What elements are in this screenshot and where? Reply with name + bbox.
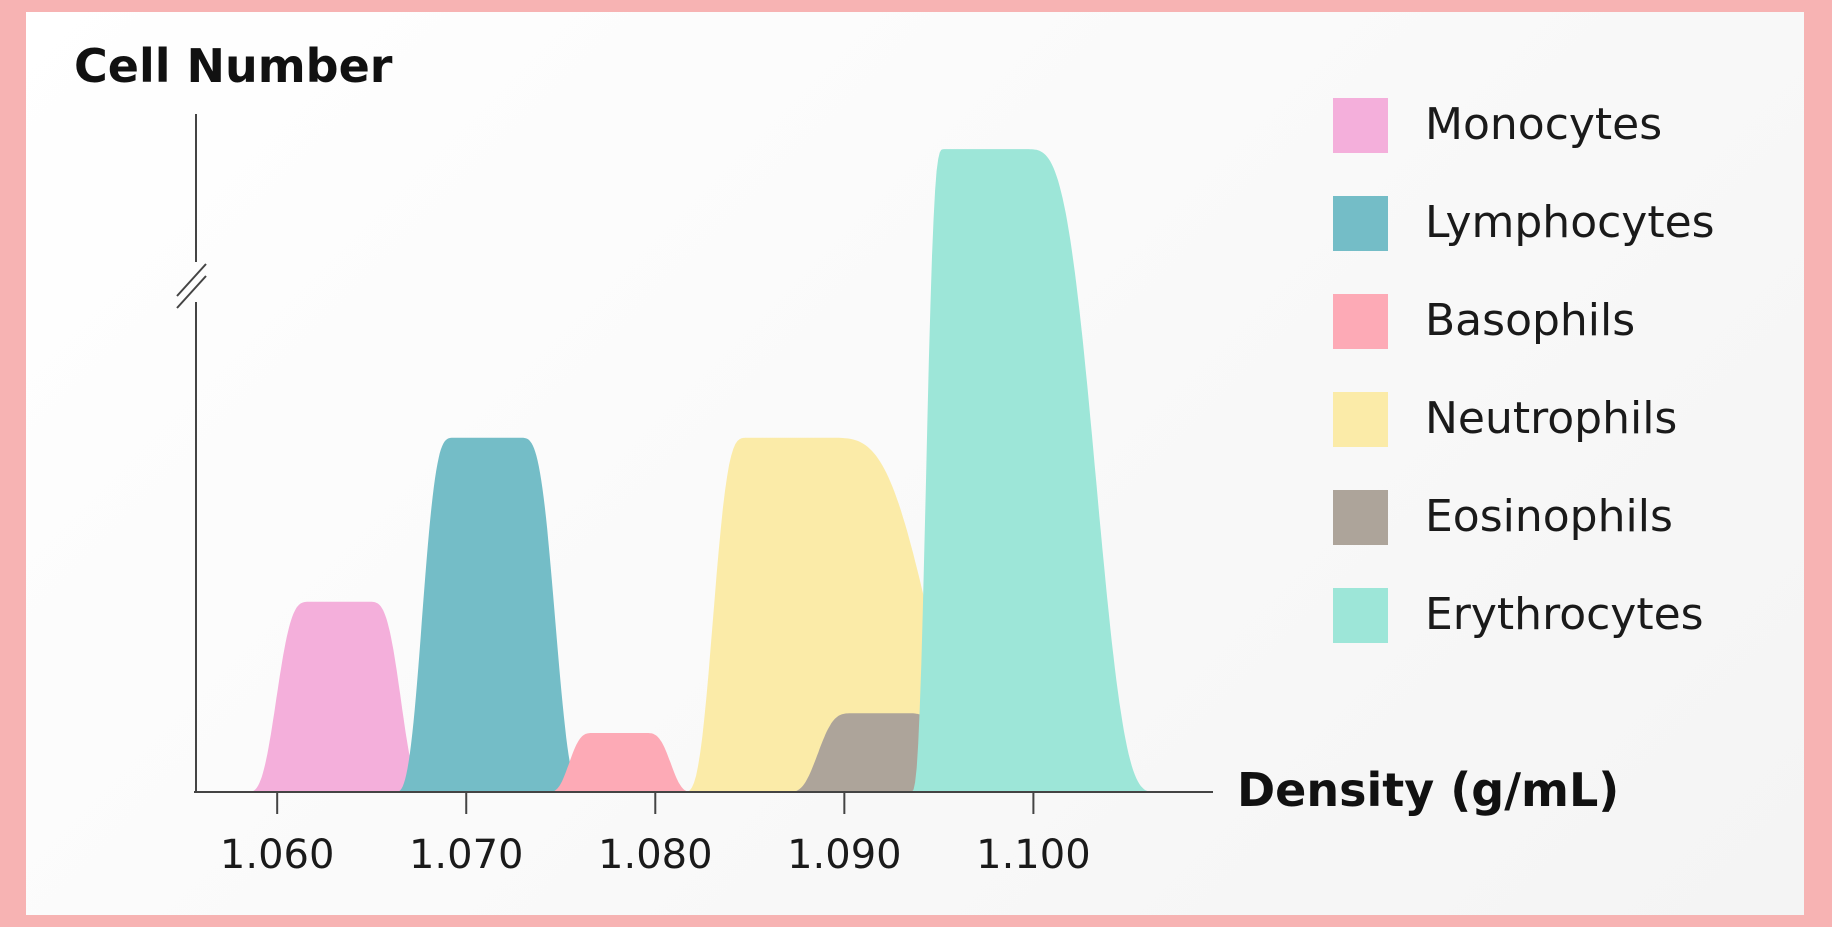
figure-panel: 1.060 1.070 1.080 1.090 1.100 Cell Number De… <box>26 12 1804 915</box>
legend-swatch-eosinophils <box>1333 490 1388 545</box>
x-axis-title: Density (g/mL) <box>1237 763 1619 817</box>
area-monocytes <box>246 601 429 792</box>
legend-label-erythrocytes: Erythrocytes <box>1425 589 1704 640</box>
x-tick-label: 1.060 <box>220 832 335 878</box>
legend-swatch-erythrocytes <box>1333 588 1388 643</box>
x-tick-label: 1.080 <box>598 832 713 878</box>
series-areas <box>246 149 1157 793</box>
x-tick-label: 1.090 <box>787 832 902 878</box>
area-lymphocytes <box>394 437 586 792</box>
legend-swatch-monocytes <box>1333 98 1388 153</box>
legend-swatch-neutrophils <box>1333 392 1388 447</box>
legend-swatch-lymphocytes <box>1333 196 1388 251</box>
legend-label-eosinophils: Eosinophils <box>1425 491 1673 542</box>
y-axis-title: Cell Number <box>74 39 393 93</box>
area-basophils <box>547 733 694 792</box>
legend-label-monocytes: Monocytes <box>1425 99 1662 150</box>
legend-swatch-basophils <box>1333 294 1388 349</box>
legend-label-neutrophils: Neutrophils <box>1425 393 1677 444</box>
density-chart: 1.060 1.070 1.080 1.090 1.100 Cell Number De… <box>74 39 1715 878</box>
area-erythrocytes <box>910 149 1157 793</box>
x-tick-label: 1.070 <box>409 832 524 878</box>
legend-label-basophils: Basophils <box>1425 295 1635 346</box>
legend-label-lymphocytes: Lymphocytes <box>1425 197 1715 248</box>
legend: Monocytes Lymphocytes Basophils Neutrophils… <box>1333 98 1715 643</box>
x-ticks: 1.060 1.070 1.080 1.090 1.100 <box>220 792 1091 878</box>
y-axis-break-marker <box>176 263 207 309</box>
x-tick-label: 1.100 <box>976 832 1091 878</box>
